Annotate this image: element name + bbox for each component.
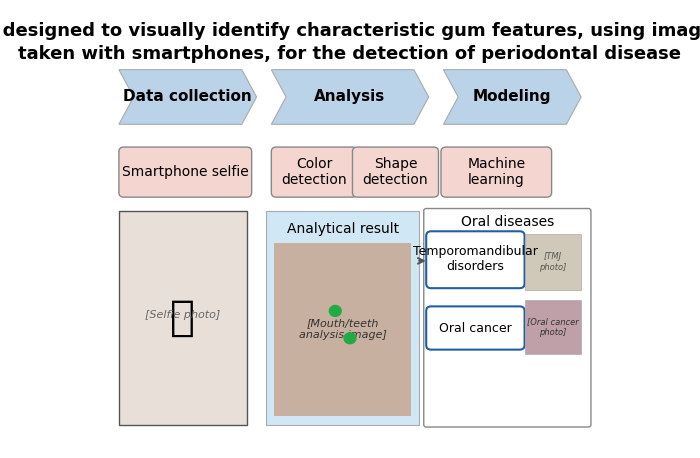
Circle shape: [329, 305, 341, 316]
Text: AI designed to visually identify characteristic gum features, using images
taken: AI designed to visually identify charact…: [0, 22, 700, 64]
Text: Smartphone selfie: Smartphone selfie: [122, 165, 248, 179]
FancyBboxPatch shape: [426, 231, 524, 288]
FancyBboxPatch shape: [426, 306, 524, 349]
Text: Data collection: Data collection: [123, 89, 252, 104]
Text: Oral cancer: Oral cancer: [439, 322, 512, 334]
FancyBboxPatch shape: [267, 211, 419, 425]
Text: Shape
detection: Shape detection: [363, 157, 428, 187]
FancyBboxPatch shape: [524, 234, 581, 290]
FancyBboxPatch shape: [274, 243, 412, 416]
Text: [Selfie photo]: [Selfie photo]: [145, 311, 220, 321]
FancyBboxPatch shape: [272, 147, 358, 197]
Polygon shape: [272, 70, 428, 124]
Text: Color
detection: Color detection: [281, 157, 347, 187]
Text: Analytical result: Analytical result: [286, 222, 399, 236]
Circle shape: [344, 333, 356, 344]
Text: Temporomandibular
disorders: Temporomandibular disorders: [413, 245, 538, 273]
FancyBboxPatch shape: [524, 300, 581, 354]
FancyBboxPatch shape: [119, 147, 252, 197]
FancyBboxPatch shape: [441, 147, 552, 197]
Text: Analysis: Analysis: [314, 89, 386, 104]
FancyBboxPatch shape: [119, 211, 246, 425]
Text: Oral diseases: Oral diseases: [461, 215, 554, 229]
Text: [Oral cancer
photo]: [Oral cancer photo]: [527, 317, 579, 337]
Text: Machine
learning: Machine learning: [467, 157, 525, 187]
FancyBboxPatch shape: [353, 147, 438, 197]
Text: 📱: 📱: [170, 297, 195, 339]
Text: Modeling: Modeling: [473, 89, 552, 104]
Polygon shape: [443, 70, 581, 124]
Polygon shape: [119, 70, 257, 124]
Text: [Mouth/teeth
analysis image]: [Mouth/teeth analysis image]: [299, 318, 386, 340]
Text: [TMJ
photo]: [TMJ photo]: [539, 252, 566, 272]
FancyBboxPatch shape: [424, 208, 591, 427]
